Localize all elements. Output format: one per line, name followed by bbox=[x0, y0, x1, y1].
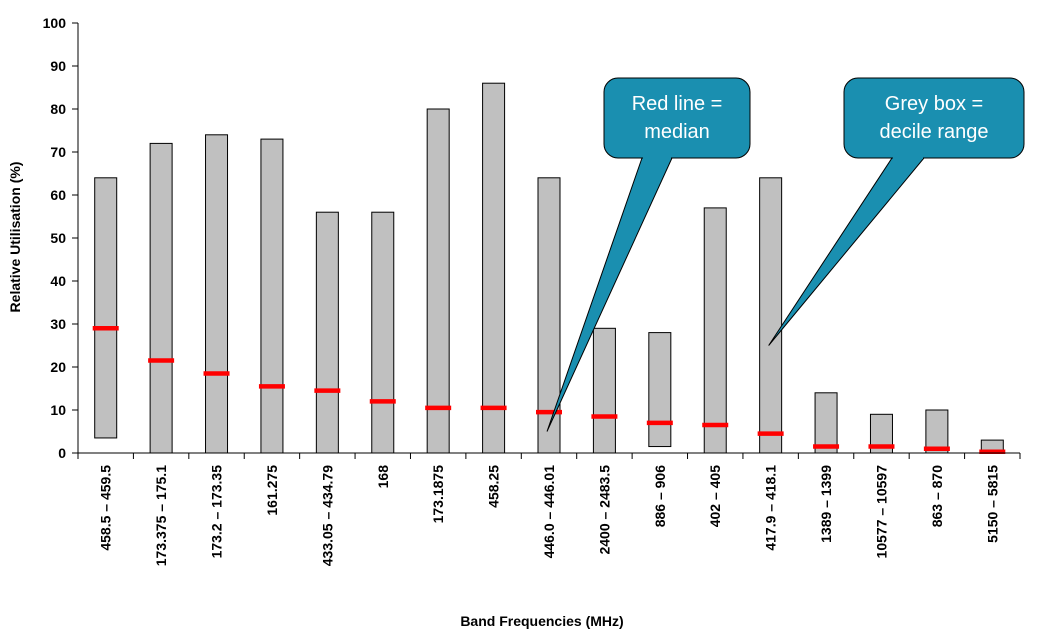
y-tick-label: 80 bbox=[50, 101, 66, 117]
axes bbox=[77, 23, 1021, 459]
y-tick-label: 50 bbox=[50, 230, 66, 246]
x-tick-label: 433.05 – 434.79 bbox=[319, 465, 335, 566]
x-tick-label: 1389 – 1399 bbox=[818, 465, 834, 543]
callout-box bbox=[603, 77, 751, 159]
decile-box bbox=[482, 82, 506, 454]
x-tick-label: 458.25 bbox=[486, 465, 502, 508]
callout-pointer bbox=[768, 157, 926, 346]
x-tick-label: 458.5 – 459.5 bbox=[98, 465, 114, 551]
decile-box bbox=[315, 211, 339, 454]
x-tick-label: 402 – 405 bbox=[707, 465, 723, 527]
decile-box bbox=[371, 211, 395, 454]
y-tick-label: 20 bbox=[50, 359, 66, 375]
decile-box bbox=[592, 327, 616, 454]
callout-text: decile range bbox=[880, 121, 989, 143]
x-tick-label: 5150 – 5815 bbox=[984, 465, 1000, 543]
y-tick-label: 100 bbox=[43, 15, 67, 31]
decile-box bbox=[814, 392, 838, 454]
y-tick-label: 60 bbox=[50, 187, 66, 203]
x-axis-title: Band Frequencies (MHz) bbox=[460, 613, 623, 629]
x-tick-label: 2400 – 2483.5 bbox=[596, 465, 612, 555]
decile-box bbox=[205, 134, 229, 454]
callouts: Red line = median Grey box = decile range bbox=[546, 77, 1025, 432]
x-tick-label: 168 bbox=[375, 465, 391, 489]
x-tick-label: 173.1875 bbox=[430, 465, 446, 524]
x-tick-label: 886 – 906 bbox=[652, 465, 668, 527]
x-tick-label: 161.275 bbox=[264, 465, 280, 516]
decile-box bbox=[426, 108, 450, 454]
decile-box bbox=[759, 177, 783, 454]
median-lines bbox=[92, 326, 1006, 454]
callout-box bbox=[843, 77, 1025, 159]
y-axis-title: Relative Utilisation (%) bbox=[7, 162, 23, 313]
x-tick-label: 173.375 – 175.1 bbox=[153, 465, 169, 566]
decile-box bbox=[149, 142, 173, 454]
decile-box bbox=[703, 207, 727, 454]
x-tick-label: 417.9 – 418.1 bbox=[763, 465, 779, 551]
y-tick-label: 40 bbox=[50, 273, 66, 289]
y-tick-label: 90 bbox=[50, 58, 66, 74]
decile-box bbox=[260, 138, 284, 454]
callout-text: median bbox=[644, 121, 710, 143]
callout-text: Red line = bbox=[632, 93, 723, 115]
y-axis-ticks: 0 10 20 30 40 50 60 70 80 90 100 bbox=[43, 15, 78, 461]
x-tick-label: 10577 – 10597 bbox=[873, 465, 889, 559]
decile-box bbox=[648, 332, 672, 448]
callout-text: Grey box = bbox=[885, 93, 983, 115]
callout-seam bbox=[893, 157, 923, 159]
x-tick-label: 446.0 – 446.01 bbox=[541, 465, 557, 559]
x-axis-tick-labels: 458.5 – 459.5 173.375 – 175.1 173.2 – 173.… bbox=[98, 465, 1001, 566]
callout-seam bbox=[643, 157, 671, 159]
x-tick-label: 173.2 – 173.35 bbox=[209, 465, 225, 559]
y-tick-label: 30 bbox=[50, 316, 66, 332]
y-tick-label: 70 bbox=[50, 144, 66, 160]
y-tick-label: 10 bbox=[50, 402, 66, 418]
y-tick-label: 0 bbox=[58, 445, 66, 461]
x-tick-label: 863 – 870 bbox=[929, 465, 945, 527]
decile-box bbox=[94, 177, 118, 439]
